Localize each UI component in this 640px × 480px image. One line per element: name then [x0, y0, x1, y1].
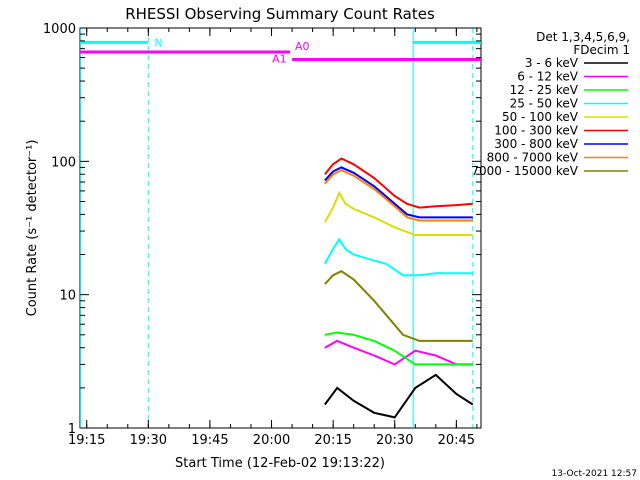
x-axis: 19:15 19:30 19:45 20:00 20:15 20:30 20:45 — [68, 28, 478, 448]
series-line-8 — [324, 270, 473, 342]
legend-label-4: 50 - 100 keV — [502, 110, 579, 124]
plot-frame — [79, 27, 482, 429]
legend-label-0: 3 - 6 keV — [525, 56, 579, 70]
x-axis-label: Start Time (12-Feb-02 19:13:22) — [175, 456, 385, 471]
chart-title: RHESSI Observing Summary Count Rates — [125, 5, 435, 23]
y-tick-label-2: 100 — [51, 155, 76, 170]
series-line-0 — [324, 373, 474, 419]
series-line-2 — [324, 331, 473, 366]
attenuator-label-A1: A1 — [272, 53, 287, 66]
attenuator-label-A0: A0 — [295, 40, 310, 53]
legend-label-1: 6 - 12 keV — [517, 70, 579, 84]
series-layer — [324, 157, 474, 419]
legend-label-3: 25 - 50 keV — [510, 97, 579, 111]
x-tick-label-1: 19:30 — [130, 433, 167, 448]
y-tick-label-3: 1000 — [43, 22, 76, 37]
y-tick-label-0: 1 — [68, 422, 76, 437]
vertical-markers — [80, 28, 474, 428]
x-tick-label-3: 20:00 — [253, 433, 290, 448]
legend-label-6: 300 - 800 keV — [494, 137, 578, 151]
legend-label-8: 7000 - 15000 keV — [471, 164, 578, 178]
x-tick-label-0: 19:15 — [68, 433, 105, 448]
y-tick-label-1: 10 — [59, 289, 76, 304]
legend-label-5: 100 - 300 keV — [494, 124, 578, 138]
legend-title-line-1: Det 1,3,4,5,6,9, — [536, 30, 630, 44]
series-line-3 — [324, 237, 473, 277]
series-line-7 — [324, 168, 473, 222]
y-axis: 1 10 100 1000 — [43, 22, 481, 437]
legend-label-2: 12 - 25 keV — [510, 83, 579, 97]
legend-title-line-2: FDecim 1 — [573, 43, 630, 57]
attenuator-bars: N A0 A1 — [80, 36, 481, 66]
legend-label-7: 800 - 7000 keV — [487, 151, 579, 165]
x-tick-label-2: 19:45 — [191, 433, 228, 448]
footer-timestamp: 13-Oct-2021 12:57 — [552, 469, 637, 479]
x-tick-label-5: 20:30 — [376, 433, 413, 448]
series-line-4 — [324, 190, 473, 236]
series-line-5 — [324, 157, 473, 209]
series-line-1 — [324, 339, 473, 366]
y-axis-label: Count Rate (s⁻¹ detector⁻¹) — [25, 140, 40, 317]
x-tick-label-4: 20:15 — [314, 433, 351, 448]
series-line-6 — [324, 166, 473, 219]
x-tick-label-6: 20:45 — [438, 433, 475, 448]
attenuator-label-N: N — [154, 36, 162, 49]
